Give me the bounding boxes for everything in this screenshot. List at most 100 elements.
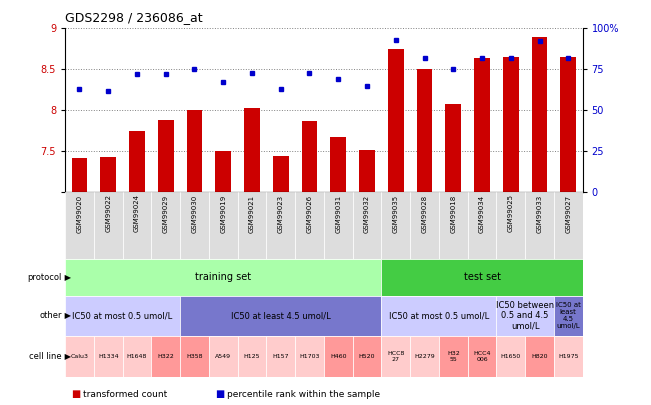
Bar — [180, 296, 381, 336]
Text: IC50 at
least
4.5
umol/L: IC50 at least 4.5 umol/L — [556, 303, 581, 329]
Text: GSM99026: GSM99026 — [307, 194, 312, 232]
Text: GSM99021: GSM99021 — [249, 194, 255, 232]
Text: HCC8
27: HCC8 27 — [387, 351, 404, 362]
Bar — [381, 259, 583, 296]
Bar — [94, 192, 122, 259]
Bar — [554, 192, 583, 259]
Text: IC50 between
0.5 and 4.5
umol/L: IC50 between 0.5 and 4.5 umol/L — [496, 301, 554, 331]
Bar — [180, 192, 209, 259]
Text: protocol: protocol — [27, 273, 62, 282]
Text: other: other — [39, 311, 62, 320]
Bar — [359, 150, 375, 192]
Text: H820: H820 — [531, 354, 547, 359]
Bar — [209, 336, 238, 377]
Text: A549: A549 — [215, 354, 231, 359]
Bar — [209, 192, 238, 259]
Text: GSM99022: GSM99022 — [105, 194, 111, 232]
Text: H125: H125 — [243, 354, 260, 359]
Text: percentile rank within the sample: percentile rank within the sample — [227, 390, 380, 399]
Bar — [503, 57, 519, 192]
Text: GSM99027: GSM99027 — [565, 194, 572, 232]
Bar — [273, 156, 288, 192]
Bar — [467, 192, 496, 259]
Bar — [244, 108, 260, 192]
Text: training set: training set — [195, 273, 251, 282]
Bar — [353, 192, 381, 259]
Bar — [94, 336, 122, 377]
Bar — [238, 336, 266, 377]
Bar — [65, 259, 381, 296]
Text: H157: H157 — [273, 354, 289, 359]
Bar — [72, 158, 87, 192]
Bar — [474, 58, 490, 192]
Bar — [417, 69, 432, 192]
Bar — [266, 336, 295, 377]
Bar — [295, 336, 324, 377]
Text: transformed count: transformed count — [83, 390, 167, 399]
Bar — [122, 336, 151, 377]
Bar — [496, 336, 525, 377]
Text: GSM99018: GSM99018 — [450, 194, 456, 232]
Text: ▶: ▶ — [62, 273, 72, 282]
Text: GSM99019: GSM99019 — [220, 194, 227, 232]
Bar — [467, 336, 496, 377]
Text: GSM99025: GSM99025 — [508, 194, 514, 232]
Bar — [561, 57, 576, 192]
Bar — [410, 336, 439, 377]
Text: GSM99033: GSM99033 — [536, 194, 542, 232]
Text: test set: test set — [464, 273, 501, 282]
Text: GSM99032: GSM99032 — [364, 194, 370, 232]
Bar — [100, 157, 116, 192]
Bar — [388, 49, 404, 192]
Bar — [353, 336, 381, 377]
Bar — [266, 192, 295, 259]
Bar — [439, 336, 467, 377]
Bar — [187, 110, 202, 192]
Bar — [381, 296, 496, 336]
Bar — [439, 192, 467, 259]
Text: H520: H520 — [359, 354, 375, 359]
Bar — [215, 151, 231, 192]
Bar — [525, 336, 554, 377]
Text: H1650: H1650 — [501, 354, 521, 359]
Bar — [381, 192, 410, 259]
Text: HCC4
006: HCC4 006 — [473, 351, 491, 362]
Bar — [151, 336, 180, 377]
Bar — [122, 192, 151, 259]
Text: GSM99035: GSM99035 — [393, 194, 399, 232]
Bar — [554, 296, 583, 336]
Text: GSM99024: GSM99024 — [134, 194, 140, 232]
Bar — [238, 192, 266, 259]
Text: GSM99020: GSM99020 — [76, 194, 83, 232]
Bar — [445, 104, 461, 192]
Text: GSM99023: GSM99023 — [278, 194, 284, 232]
Bar — [525, 192, 554, 259]
Text: ▶: ▶ — [62, 311, 72, 320]
Text: H1648: H1648 — [127, 354, 147, 359]
Bar — [180, 336, 209, 377]
Bar — [324, 192, 353, 259]
Text: H2279: H2279 — [414, 354, 435, 359]
Text: ▶: ▶ — [62, 352, 72, 361]
Bar — [295, 192, 324, 259]
Text: H1703: H1703 — [299, 354, 320, 359]
Text: cell line: cell line — [29, 352, 62, 361]
Bar — [554, 336, 583, 377]
Text: GSM99031: GSM99031 — [335, 194, 341, 232]
Bar — [532, 36, 547, 192]
Bar — [324, 336, 353, 377]
Text: H1334: H1334 — [98, 354, 118, 359]
Text: H32
55: H32 55 — [447, 351, 460, 362]
Text: H460: H460 — [330, 354, 346, 359]
Bar — [381, 336, 410, 377]
Text: IC50 at most 0.5 umol/L: IC50 at most 0.5 umol/L — [389, 311, 489, 320]
Text: H358: H358 — [186, 354, 202, 359]
Bar — [301, 121, 318, 192]
Text: ■: ■ — [72, 389, 81, 399]
Text: GSM99030: GSM99030 — [191, 194, 197, 232]
Text: H322: H322 — [158, 354, 174, 359]
Text: ■: ■ — [215, 389, 224, 399]
Text: IC50 at least 4.5 umol/L: IC50 at least 4.5 umol/L — [231, 311, 331, 320]
Text: IC50 at most 0.5 umol/L: IC50 at most 0.5 umol/L — [72, 311, 173, 320]
Bar — [151, 192, 180, 259]
